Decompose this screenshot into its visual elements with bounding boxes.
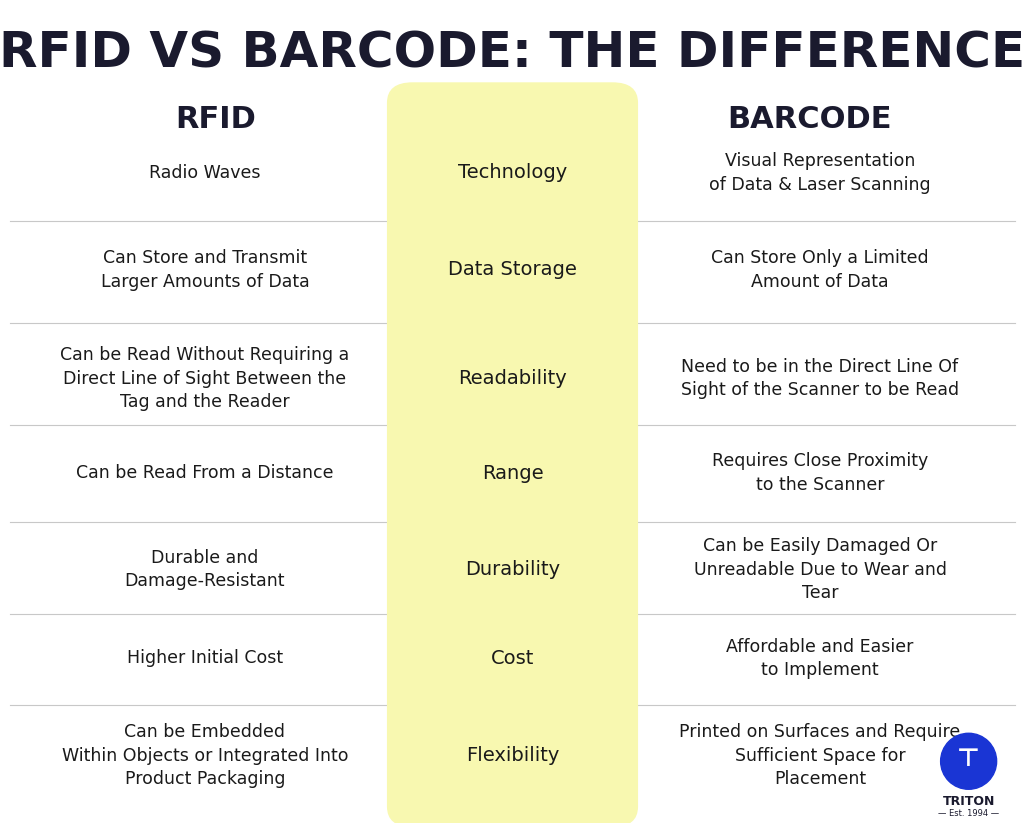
Text: Durability: Durability — [465, 560, 560, 579]
Text: Affordable and Easier
to Implement: Affordable and Easier to Implement — [727, 638, 913, 679]
Text: Flexibility: Flexibility — [465, 746, 560, 765]
Text: BARCODE: BARCODE — [728, 105, 892, 134]
Text: Readability: Readability — [458, 369, 567, 388]
FancyBboxPatch shape — [387, 82, 638, 823]
Text: Can be Embedded
Within Objects or Integrated Into
Product Packaging: Can be Embedded Within Objects or Integr… — [62, 723, 348, 788]
Circle shape — [941, 733, 996, 789]
Text: Can Store and Transmit
Larger Amounts of Data: Can Store and Transmit Larger Amounts of… — [100, 249, 310, 291]
Text: Printed on Surfaces and Require
Sufficient Space for
Placement: Printed on Surfaces and Require Sufficie… — [680, 723, 960, 788]
Text: Can be Read From a Distance: Can be Read From a Distance — [76, 464, 334, 482]
Text: Durable and
Damage-Resistant: Durable and Damage-Resistant — [125, 549, 285, 590]
Text: ⊤: ⊤ — [957, 747, 980, 771]
Text: Visual Representation
of Data & Laser Scanning: Visual Representation of Data & Laser Sc… — [709, 152, 931, 193]
Text: Higher Initial Cost: Higher Initial Cost — [127, 649, 283, 667]
Text: Can be Easily Damaged Or
Unreadable Due to Wear and
Tear: Can be Easily Damaged Or Unreadable Due … — [694, 537, 946, 602]
Text: Cost: Cost — [491, 649, 534, 668]
Text: Requires Close Proximity
to the Scanner: Requires Close Proximity to the Scanner — [712, 453, 928, 494]
Text: Need to be in the Direct Line Of
Sight of the Scanner to be Read: Need to be in the Direct Line Of Sight o… — [681, 358, 959, 399]
Text: — Est. 1994 —: — Est. 1994 — — [938, 809, 999, 818]
Text: Technology: Technology — [458, 163, 567, 183]
Text: Data Storage: Data Storage — [448, 260, 577, 280]
Text: Range: Range — [482, 463, 543, 483]
Text: RFID: RFID — [175, 105, 255, 134]
Text: RFID VS BARCODE: THE DIFFERENCE: RFID VS BARCODE: THE DIFFERENCE — [0, 30, 1025, 77]
Text: Can Store Only a Limited
Amount of Data: Can Store Only a Limited Amount of Data — [711, 249, 929, 291]
Text: TRITON: TRITON — [942, 795, 995, 808]
Text: Can be Read Without Requiring a
Direct Line of Sight Between the
Tag and the Rea: Can be Read Without Requiring a Direct L… — [60, 346, 350, 412]
Text: Radio Waves: Radio Waves — [150, 164, 260, 182]
